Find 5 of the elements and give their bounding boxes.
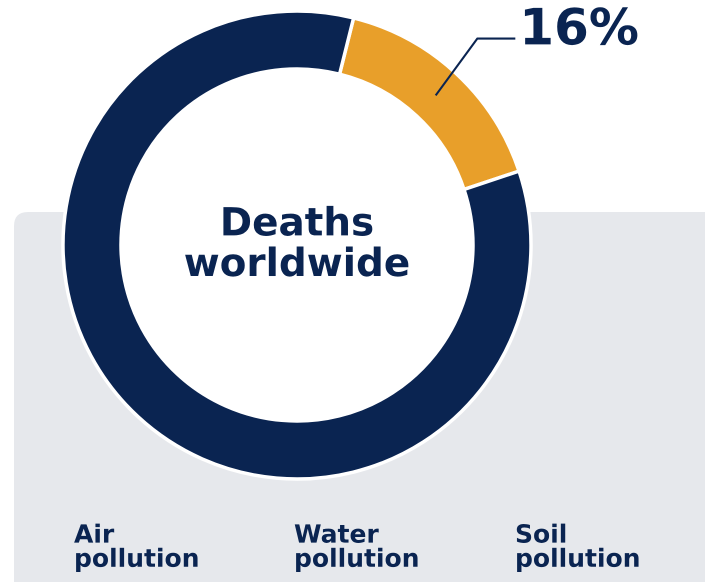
text: Water pollution [294,524,418,572]
text: Soil pollution [516,524,639,572]
text: Deaths worldwide [185,206,408,277]
text: Air pollution [74,524,198,572]
data-label: 16% [524,7,638,46]
